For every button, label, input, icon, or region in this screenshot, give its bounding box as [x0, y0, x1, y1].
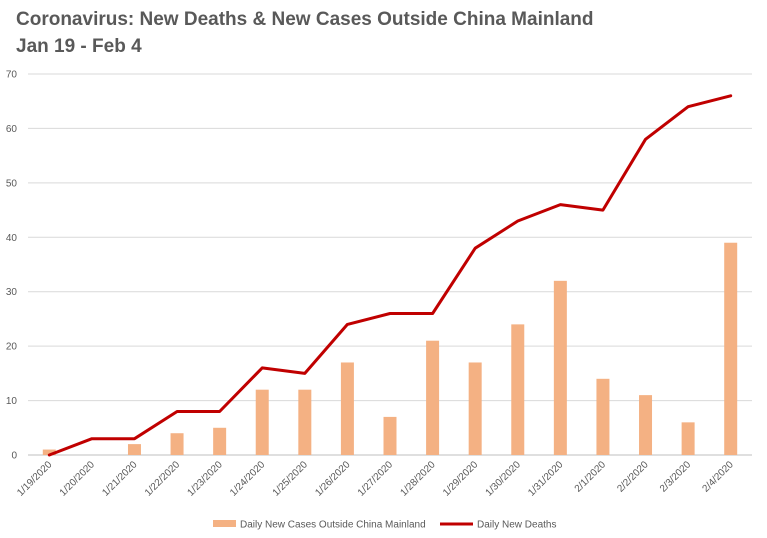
- y-axis-ticks: 0 10 20 30 40 50 60 70: [6, 70, 18, 462]
- x-tick-label: 1/29/2020: [441, 459, 481, 499]
- legend-swatch-cases: [213, 520, 236, 527]
- x-axis-ticks: 1/19/2020 1/20/2020 1/21/2020 1/22/2020 1/23…: [15, 459, 736, 499]
- x-tick-label: 2/1/2020: [573, 459, 609, 495]
- x-tick-label: 1/22/2020: [143, 459, 183, 499]
- bar-cases: [681, 422, 695, 455]
- bar-cases: [383, 416, 397, 455]
- chart-title: Coronavirus: New Deaths & New Cases Outs…: [16, 6, 594, 60]
- bar-cases: [553, 280, 567, 455]
- bar-cases: [298, 389, 312, 455]
- x-tick-label: 1/21/2020: [100, 459, 140, 499]
- x-tick-label: 1/31/2020: [526, 459, 566, 499]
- bar-series: [42, 242, 738, 455]
- bar-cases: [213, 427, 227, 455]
- x-tick-label: 1/25/2020: [271, 459, 311, 499]
- gridlines: [28, 73, 752, 456]
- y-tick-label: 10: [6, 396, 18, 407]
- bar-cases: [511, 324, 525, 455]
- y-tick-label: 50: [6, 178, 18, 189]
- legend: Daily New Cases Outside China Mainland D…: [213, 520, 556, 531]
- legend-label-cases: Daily New Cases Outside China Mainland: [240, 520, 426, 531]
- x-tick-label: 2/4/2020: [701, 459, 737, 495]
- bar-cases: [255, 389, 269, 455]
- y-tick-label: 40: [6, 233, 18, 244]
- x-tick-label: 1/26/2020: [313, 459, 353, 499]
- bar-cases: [426, 340, 440, 455]
- x-tick-label: 1/20/2020: [58, 459, 98, 499]
- x-tick-label: 1/30/2020: [484, 459, 524, 499]
- y-tick-label: 70: [6, 70, 18, 81]
- bar-cases: [596, 378, 610, 455]
- line-deaths: [47, 94, 733, 457]
- bar-cases: [724, 242, 738, 455]
- line-series: [47, 94, 733, 457]
- x-tick-label: 1/19/2020: [15, 459, 55, 499]
- bar-cases: [127, 444, 141, 455]
- bar-cases: [340, 362, 354, 455]
- bar-cases: [42, 449, 56, 455]
- y-tick-label: 60: [6, 124, 18, 135]
- x-tick-label: 2/2/2020: [615, 459, 651, 495]
- x-tick-label: 1/23/2020: [186, 459, 226, 499]
- x-tick-label: 1/28/2020: [398, 459, 438, 499]
- legend-label-deaths: Daily New Deaths: [477, 520, 556, 531]
- x-tick-label: 1/24/2020: [228, 459, 268, 499]
- bar-cases: [639, 395, 653, 455]
- x-tick-label: 2/3/2020: [658, 459, 694, 495]
- chart-title-line-2: Jan 19 - Feb 4: [16, 36, 142, 57]
- y-tick-label: 20: [6, 342, 18, 353]
- x-tick-label: 1/27/2020: [356, 459, 396, 499]
- bar-cases: [468, 362, 482, 455]
- y-tick-label: 0: [11, 451, 17, 462]
- chart-title-line-1: Coronavirus: New Deaths & New Cases Outs…: [16, 9, 594, 30]
- y-tick-label: 30: [6, 287, 18, 298]
- bar-cases: [170, 433, 184, 455]
